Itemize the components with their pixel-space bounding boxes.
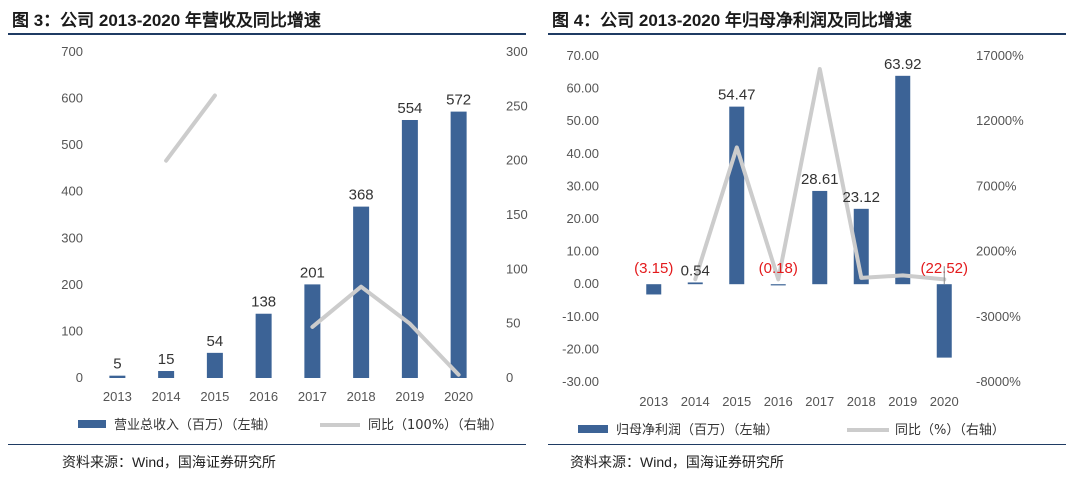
left-axis-tick-label: 300 bbox=[61, 230, 83, 245]
left-axis-tick-label: 50.00 bbox=[566, 113, 599, 128]
growth-rate-line bbox=[164, 93, 461, 377]
x-axis-tick-label: 2020 bbox=[930, 394, 959, 409]
bar bbox=[255, 313, 272, 378]
chart-panel-revenue: 图 3：公司 2013-2020 年营收及同比增速 0 100 200 300 400 5… bbox=[8, 11, 528, 470]
bar-data-label: 23.12 bbox=[842, 189, 880, 206]
bar bbox=[646, 284, 662, 295]
bar bbox=[770, 284, 786, 286]
right-axis-tick-label: 17000% bbox=[976, 48, 1024, 63]
left-axis-tick-label: 400 bbox=[61, 184, 83, 199]
source-rule bbox=[8, 444, 526, 445]
x-axis-tick-label: 2016 bbox=[764, 394, 793, 409]
x-axis-tick-label: 2013 bbox=[103, 389, 132, 404]
left-axis-tick-label: 70.00 bbox=[566, 48, 599, 63]
right-axis-tick-label: 7000% bbox=[976, 178, 1017, 193]
source-note: 资料来源：Wind，国海证券研究所 bbox=[570, 454, 784, 470]
bar-data-label: (3.15) bbox=[634, 260, 673, 277]
right-axis-tick-label: -8000% bbox=[976, 374, 1021, 389]
x-axis-tick-label: 2014 bbox=[681, 394, 710, 409]
left-axis-tick-label: 500 bbox=[61, 137, 83, 152]
legend-line-label: 同比（%）（右轴） bbox=[895, 423, 1005, 438]
left-axis-tick-label: 40.00 bbox=[566, 146, 599, 161]
x-axis-tick-label: 2018 bbox=[847, 394, 876, 409]
left-axis-tick-label: 100 bbox=[61, 323, 83, 338]
title-rule bbox=[548, 33, 1066, 35]
chart-panel-net-profit: 图 4：公司 2013-2020 年归母净利润及同比增速 -30.00 -20.0… bbox=[540, 0, 1080, 479]
figure-title: 图 4：公司 2013-2020 年归母净利润及同比增速 bbox=[552, 11, 912, 30]
x-axis-tick-label: 2016 bbox=[249, 389, 278, 404]
legend-bar-swatch bbox=[578, 425, 608, 433]
left-axis-tick-label: 700 bbox=[61, 44, 83, 59]
figure-title: 图 3：公司 2013-2020 年营收及同比增速 bbox=[12, 11, 321, 30]
x-axis-tick-label: 2014 bbox=[152, 389, 181, 404]
bar bbox=[812, 190, 828, 285]
bar-data-label: 0.54 bbox=[681, 262, 710, 279]
legend-line-label: 同比（100%）（右轴） bbox=[368, 418, 503, 433]
legend-bar-swatch bbox=[78, 420, 106, 428]
bar-data-label: 368 bbox=[349, 187, 374, 204]
growth-rate-line bbox=[693, 67, 947, 282]
right-axis-tick-label: 200 bbox=[506, 153, 528, 168]
bar bbox=[936, 284, 952, 358]
right-axis-tick-label: 0 bbox=[506, 370, 513, 385]
left-axis-tick-label: 200 bbox=[61, 277, 83, 292]
legend-bar-label: 营业总收入（百万）（左轴） bbox=[114, 418, 277, 433]
bar bbox=[109, 375, 126, 378]
bar bbox=[687, 282, 703, 285]
legend-bar-label: 归母净利润（百万）（左轴） bbox=[616, 423, 779, 438]
bar-data-label: 54 bbox=[207, 333, 224, 350]
x-axis-tick-label: 2018 bbox=[347, 389, 376, 404]
bar-data-label: 138 bbox=[251, 294, 276, 311]
left-axis-tick-label: -30.00 bbox=[562, 374, 599, 389]
bar bbox=[729, 106, 745, 285]
x-axis-tick-label: 2013 bbox=[639, 394, 668, 409]
left-axis-tick-label: -10.00 bbox=[562, 309, 599, 324]
bar-data-label: (0.18) bbox=[759, 260, 798, 277]
right-axis-tick-label: 100 bbox=[506, 261, 528, 276]
source-rule bbox=[548, 444, 1066, 445]
right-axis-tick-label: 12000% bbox=[976, 113, 1024, 128]
x-axis-tick-label: 2017 bbox=[298, 389, 327, 404]
left-axis-tick-label: 60.00 bbox=[566, 81, 599, 96]
bar bbox=[895, 75, 911, 285]
left-axis-tick-label: 20.00 bbox=[566, 211, 599, 226]
bar bbox=[304, 284, 321, 378]
right-axis-tick-label: 2000% bbox=[976, 244, 1017, 259]
left-axis-tick-label: -20.00 bbox=[562, 341, 599, 356]
right-axis-tick-label: 250 bbox=[506, 98, 528, 113]
bar-data-label: 63.92 bbox=[884, 56, 922, 73]
bar bbox=[158, 371, 175, 378]
bar-data-label: 54.47 bbox=[718, 87, 756, 104]
left-axis-tick-label: 0.00 bbox=[574, 276, 599, 291]
x-axis-tick-label: 2015 bbox=[200, 389, 229, 404]
title-rule bbox=[8, 33, 526, 35]
bar-data-label: 5 bbox=[113, 356, 121, 373]
left-axis-tick-label: 10.00 bbox=[566, 244, 599, 259]
bar-data-label: 28.61 bbox=[801, 171, 839, 188]
bar bbox=[401, 119, 418, 378]
net-profit-chart: -30.00 -20.00 -10.00 0.00 10.00 20.00 30.00 40.… bbox=[562, 48, 1024, 438]
bar-data-label: 572 bbox=[446, 92, 471, 109]
x-axis-tick-label: 2020 bbox=[444, 389, 473, 404]
revenue-chart: 0 100 200 300 400 500 600 700 0 50 100 150 200 250 300… bbox=[61, 44, 528, 433]
x-axis-tick-label: 2017 bbox=[805, 394, 834, 409]
bar-data-label: 15 bbox=[158, 351, 175, 368]
source-note: 资料来源：Wind，国海证券研究所 bbox=[62, 454, 276, 470]
bar-data-label: 201 bbox=[300, 264, 325, 281]
left-axis-tick-label: 30.00 bbox=[566, 178, 599, 193]
right-axis-tick-label: -3000% bbox=[976, 309, 1021, 324]
right-axis-tick-label: 300 bbox=[506, 44, 528, 59]
bar bbox=[206, 352, 223, 378]
x-axis-tick-label: 2015 bbox=[722, 394, 751, 409]
bar bbox=[450, 111, 467, 379]
bar bbox=[353, 206, 370, 378]
left-axis-tick-label: 600 bbox=[61, 91, 83, 106]
right-axis-tick-label: 50 bbox=[506, 316, 520, 331]
x-axis-tick-label: 2019 bbox=[395, 389, 424, 404]
right-axis-tick-label: 150 bbox=[506, 207, 528, 222]
x-axis-tick-label: 2019 bbox=[888, 394, 917, 409]
left-axis-tick-label: 0 bbox=[76, 370, 83, 385]
bar-data-label: 554 bbox=[397, 100, 422, 117]
